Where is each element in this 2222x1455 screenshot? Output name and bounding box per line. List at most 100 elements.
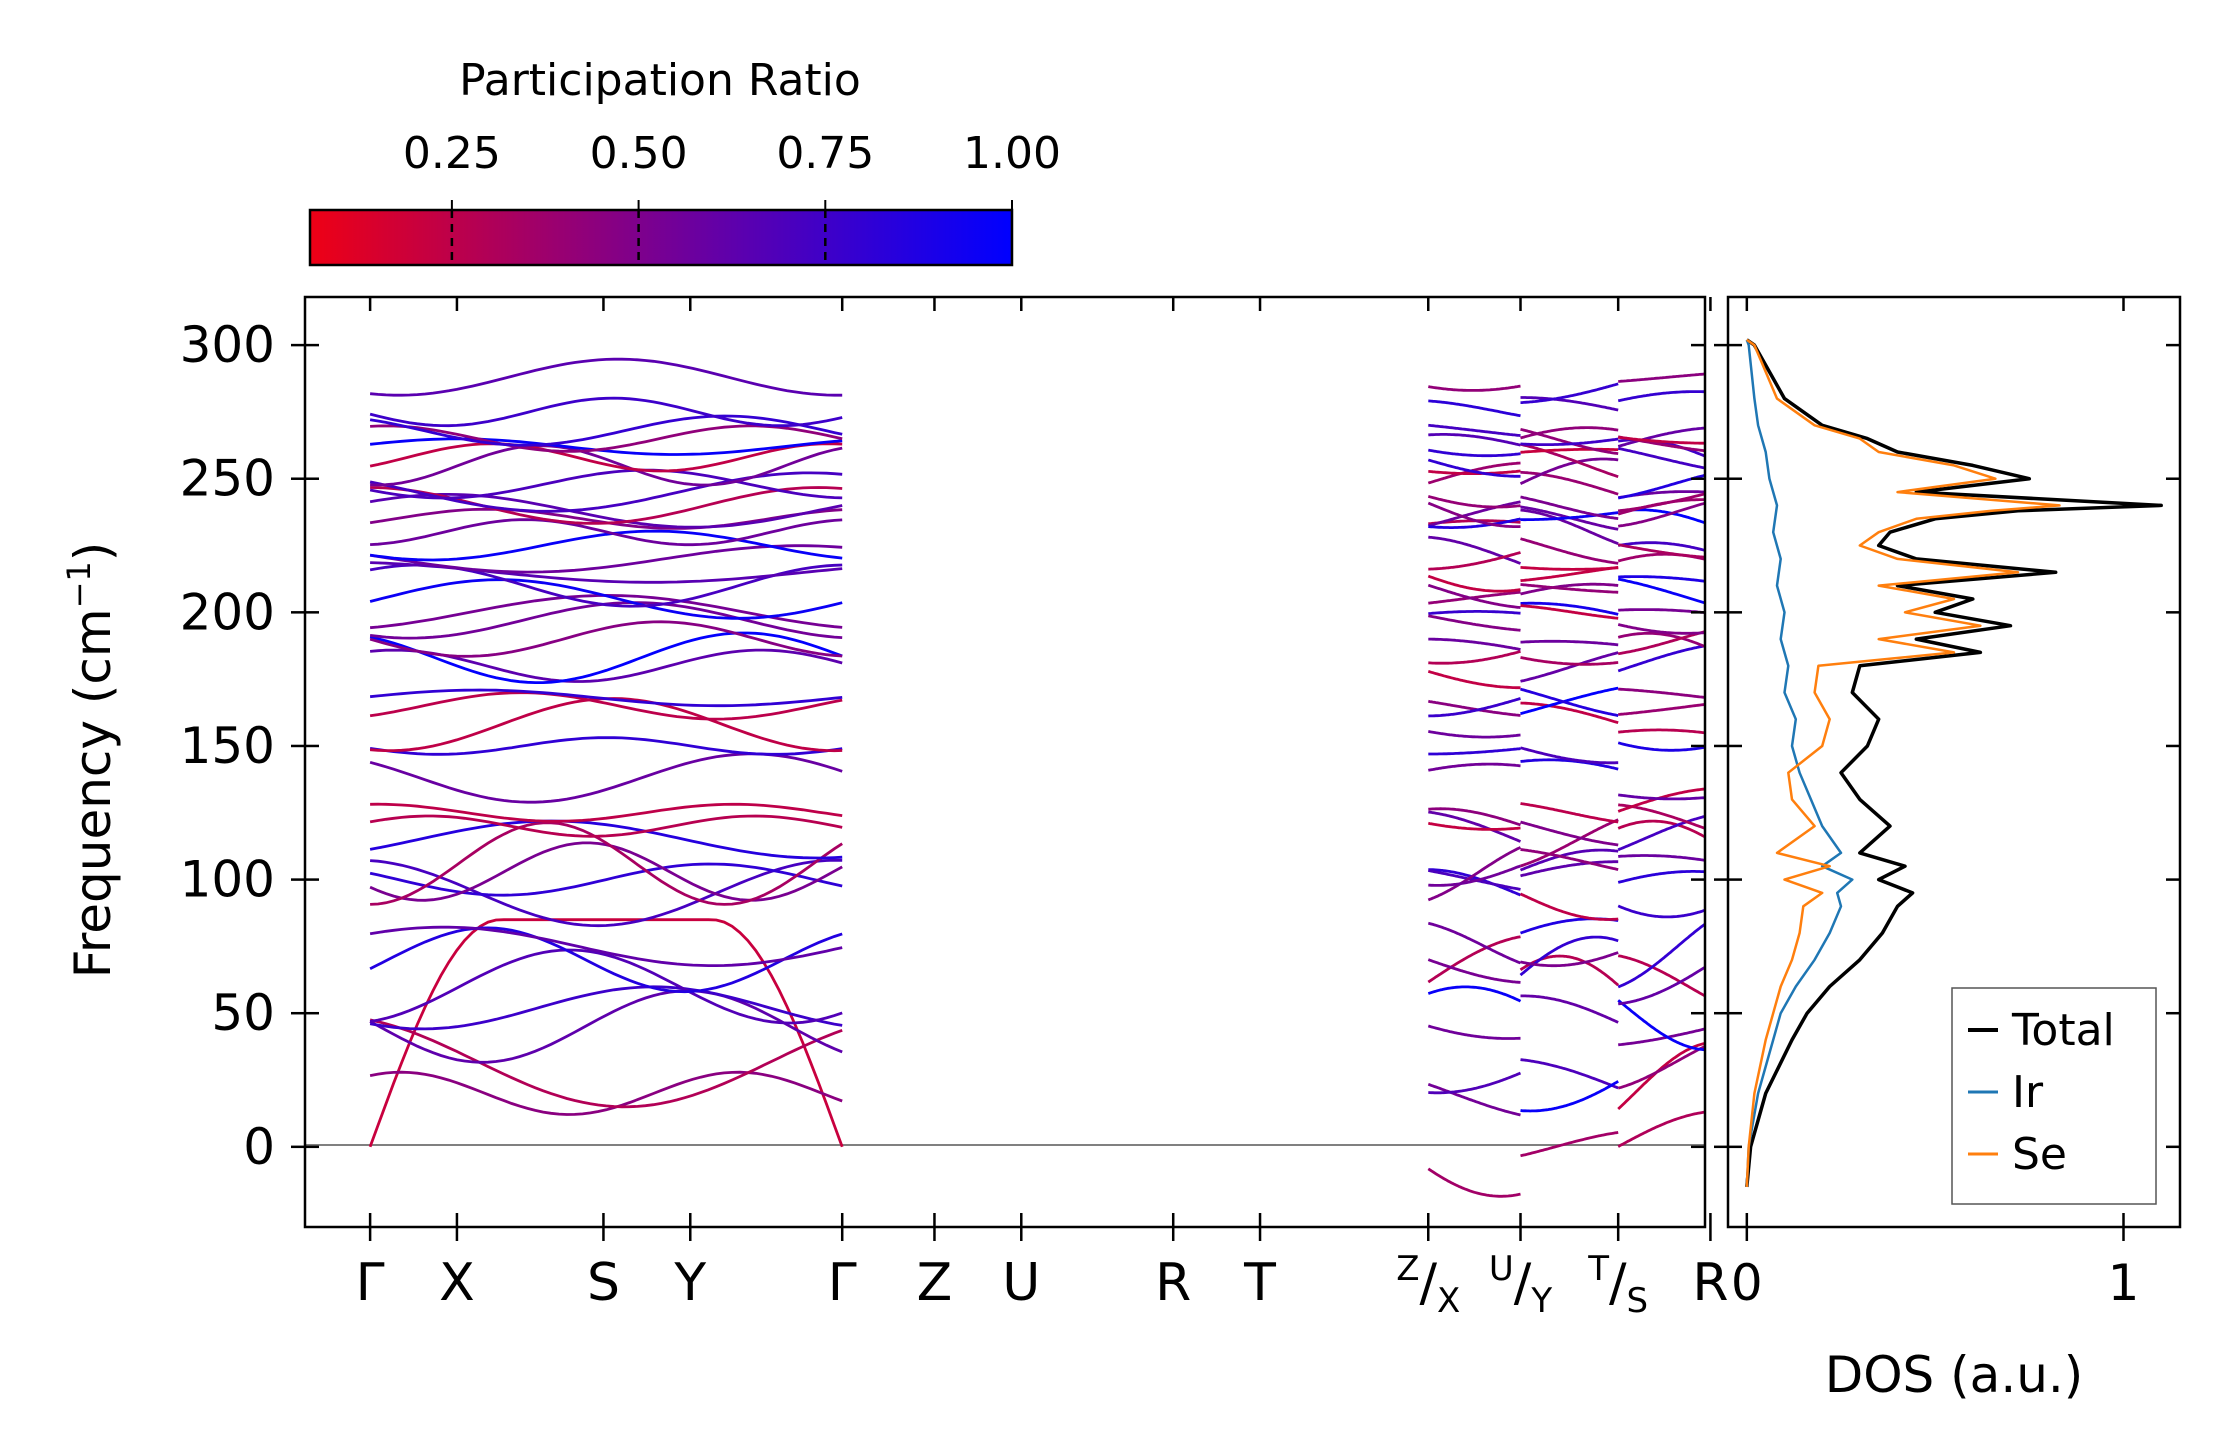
phonon-branch <box>1617 999 1705 1052</box>
legend-frame <box>1951 987 2157 1205</box>
phonon-branch <box>1618 435 1705 445</box>
legend-label-se: Se <box>2012 1129 2067 1180</box>
phonon-branch <box>1428 384 1521 392</box>
phonon-branch <box>1520 1080 1619 1113</box>
phonon-branch <box>1428 821 1521 831</box>
high-symmetry-label: Z/X <box>1396 1249 1460 1321</box>
phonon-branch <box>370 444 843 487</box>
phonon-branch <box>1520 818 1619 868</box>
colorbar-tick-label: 0.25 <box>403 128 501 179</box>
phonon-branch <box>1520 802 1619 824</box>
phonon-branch <box>369 736 843 756</box>
high-symmetry-label: S <box>587 1253 620 1313</box>
phonon-branch <box>1519 954 1620 987</box>
phonon-branch <box>1520 651 1619 683</box>
phonon-branch <box>1617 1041 1705 1111</box>
high-symmetry-label: Y <box>673 1253 706 1313</box>
phonon-branch <box>369 948 843 1025</box>
phonon-branch <box>1520 396 1619 412</box>
phonon-branch <box>369 437 843 456</box>
high-symmetry-label: T/S <box>1587 1249 1648 1321</box>
phonon-branch <box>369 926 843 994</box>
phonon-branch <box>1428 1071 1522 1095</box>
phonon-branch <box>369 529 843 562</box>
band-x-axis: Γ X S Y Γ Z U R T Z/XU/YT/S R <box>356 297 1728 1321</box>
phonon-branch <box>370 802 843 823</box>
phonon-branch <box>369 593 843 630</box>
phonon-branch <box>1520 1131 1619 1158</box>
phonon-branch <box>369 414 843 447</box>
phonon-branch <box>1617 787 1705 813</box>
y-tick-label: 150 <box>180 717 275 775</box>
phonon-branch <box>1520 686 1619 716</box>
phonon-branch <box>369 1018 843 1109</box>
phonon-branch <box>369 814 843 838</box>
phonon-branch <box>369 442 843 473</box>
phonon-branch <box>1428 399 1521 418</box>
phonon-branch <box>1520 601 1619 616</box>
high-symmetry-label: Γ <box>828 1253 857 1313</box>
phonon-branch <box>1428 762 1521 772</box>
phonon-branch <box>1428 590 1521 605</box>
phonon-branch <box>1428 650 1521 665</box>
phonon-branch <box>1617 904 1705 919</box>
high-symmetry-label: Z <box>917 1253 953 1313</box>
y-tick-label: 100 <box>180 851 275 909</box>
phonon-branch <box>1427 1167 1521 1198</box>
phonon-branch <box>1520 511 1619 522</box>
phonon-branch <box>1520 820 1619 847</box>
phonon-branch <box>1427 846 1522 902</box>
y-tick-label: 200 <box>180 583 275 641</box>
phonon-branch <box>1520 604 1619 620</box>
y-tick-label: 250 <box>180 450 275 508</box>
phonon-branch <box>1618 965 1705 1006</box>
phonon-branch <box>1520 639 1619 647</box>
band-y-axis-label: Frequency (cm−1) <box>60 542 122 979</box>
phonon-branch <box>1617 541 1705 552</box>
high-symmetry-label: T <box>1243 1253 1276 1313</box>
phonon-branch <box>1428 614 1521 632</box>
phonon-branch <box>1428 551 1521 571</box>
phonon-branch <box>1428 730 1521 739</box>
phonon-branch <box>1519 935 1619 977</box>
dos-line-total <box>1745 338 2163 1188</box>
phonon-branch <box>1428 747 1521 756</box>
phonon-branch <box>1428 610 1521 615</box>
phonon-branch <box>1520 508 1619 546</box>
dos-x-tick-label: 1 <box>2108 1254 2140 1312</box>
legend-label-total: Total <box>2011 1005 2115 1056</box>
phonon-branch <box>369 858 843 928</box>
phonon-branch <box>1520 470 1619 496</box>
phonon-branch <box>370 518 843 547</box>
phonon-branch <box>369 357 843 397</box>
phonon-branch <box>1617 577 1705 605</box>
phonon-branch <box>1520 495 1619 520</box>
phonon-branch <box>1428 697 1521 718</box>
phonon-branch <box>1617 870 1705 884</box>
high-symmetry-label: U/Y <box>1489 1249 1552 1321</box>
phonon-branch <box>1617 814 1705 852</box>
colorbar-label: Participation Ratio <box>459 55 861 106</box>
phonon-branch <box>369 578 843 620</box>
phonon-branch <box>1427 935 1521 984</box>
band-axes-frame <box>303 295 1707 1229</box>
phonon-branch <box>1520 848 1619 871</box>
phonon-branch <box>369 752 843 804</box>
phonon-branch <box>369 925 843 967</box>
phonon-branch <box>1617 426 1705 448</box>
phonon-branch <box>370 821 843 906</box>
phonon-branch <box>369 544 843 574</box>
phonon-branch <box>1428 810 1522 843</box>
phonon-branch <box>369 396 843 428</box>
dos-curves <box>1745 338 2163 1188</box>
phonon-branch <box>1617 632 1705 649</box>
phonon-branch <box>1520 566 1619 571</box>
phonon-branch <box>1428 864 1522 887</box>
phonon-branch <box>369 601 843 640</box>
phonon-branch <box>1427 500 1521 528</box>
phonon-branch <box>369 493 843 529</box>
phonon-branch <box>369 620 843 658</box>
phonon-branch <box>1428 921 1522 965</box>
